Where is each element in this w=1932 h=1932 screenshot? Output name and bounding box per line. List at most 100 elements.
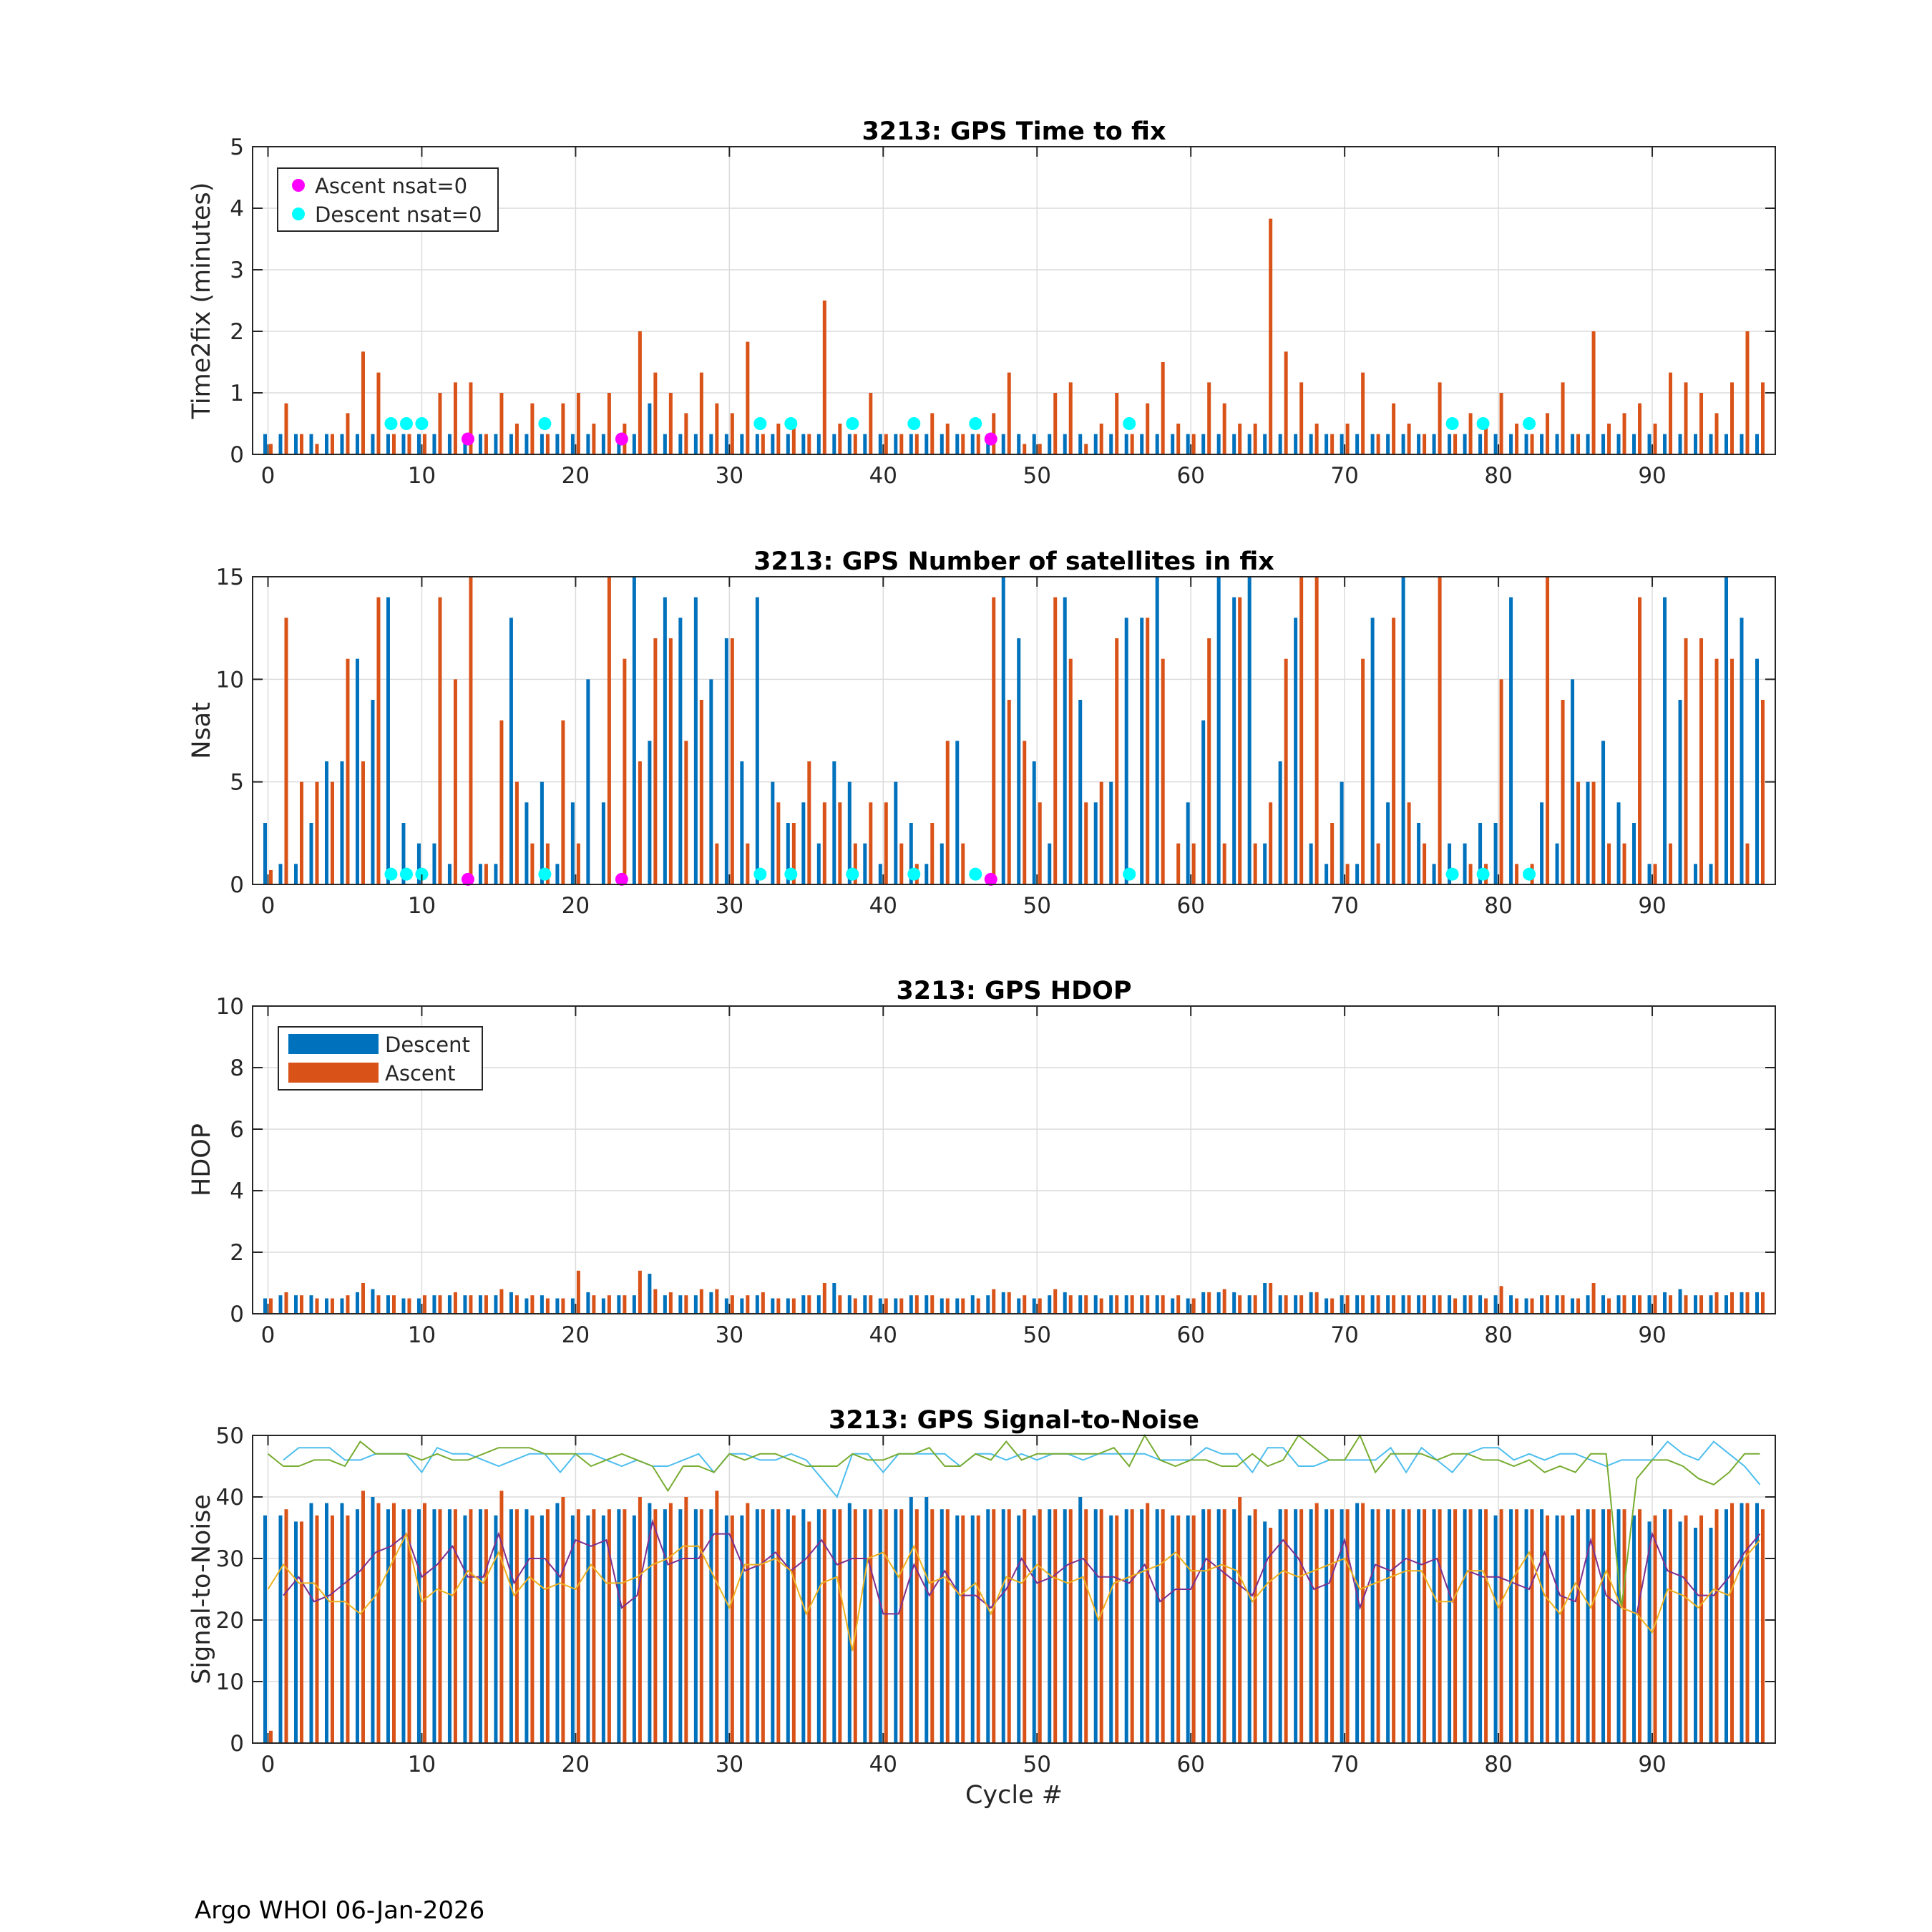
ascent-bar — [976, 1515, 980, 1743]
ascent-bar — [1622, 1295, 1626, 1314]
descent-bar — [1724, 1509, 1729, 1743]
legend: Ascent nsat=0 Descent nsat=0 — [277, 167, 499, 232]
ascent-bar — [746, 1503, 750, 1743]
ascent-bar — [807, 1521, 811, 1743]
descent-bar — [1386, 1295, 1390, 1314]
ascent-bar — [453, 679, 457, 884]
ascent-bar — [945, 741, 950, 884]
ascent-bar — [699, 700, 703, 884]
ascent-bar — [1253, 1295, 1257, 1314]
descent-bar — [355, 658, 359, 884]
descent-bar — [1017, 1515, 1021, 1743]
descent-bar — [570, 802, 575, 884]
descent-bar — [663, 434, 667, 454]
descent-bar — [678, 434, 683, 454]
descent-bar — [816, 1295, 821, 1314]
descent-bar — [786, 434, 790, 454]
ascent-bar — [1191, 434, 1196, 454]
chart-title: 3213: GPS Time to fix — [862, 117, 1166, 146]
ascent-bar — [1669, 843, 1673, 884]
descent-bar — [1586, 1295, 1590, 1314]
descent-bar — [617, 1295, 621, 1314]
descent-bar — [1370, 434, 1375, 454]
descent-nsat0-marker — [907, 417, 921, 430]
ascent-bar — [1176, 1515, 1181, 1743]
descent-bar — [525, 434, 529, 454]
ascent-bar — [884, 1509, 888, 1743]
ascent-bar — [1161, 1295, 1165, 1314]
ascent-bar — [1745, 1503, 1750, 1743]
descent-bar — [1509, 434, 1513, 454]
ascent-bar — [1161, 362, 1165, 454]
x-tick-label: 10 — [408, 463, 436, 489]
ascent-bar — [1438, 577, 1442, 884]
descent-nsat0-marker — [415, 417, 429, 430]
descent-bar — [540, 1295, 544, 1314]
descent-bar — [324, 761, 328, 884]
descent-bar — [1571, 434, 1575, 454]
descent-bar — [570, 1515, 575, 1743]
descent-bar — [1493, 823, 1498, 884]
x-tick-label: 70 — [1330, 893, 1358, 919]
x-tick-label: 30 — [716, 893, 743, 919]
descent-bar — [340, 1503, 344, 1743]
descent-bar — [1616, 1295, 1621, 1314]
descent-bar — [478, 434, 482, 454]
ascent-bar — [1068, 1295, 1073, 1314]
descent-bar — [1186, 802, 1190, 884]
descent-bar — [1571, 679, 1575, 884]
ascent-bar — [992, 597, 996, 884]
descent-bar — [293, 1521, 298, 1743]
ascent-bar — [684, 1295, 688, 1314]
ascent-nsat0-marker — [461, 432, 474, 446]
ascent-bar — [699, 372, 703, 454]
ascent-bar — [1730, 382, 1735, 454]
descent-bar — [324, 434, 328, 454]
ascent-bar — [853, 1298, 857, 1314]
ascent-bar — [1622, 413, 1626, 454]
descent-bar — [1001, 1509, 1005, 1743]
descent-bar — [1555, 1515, 1559, 1743]
descent-bar — [586, 434, 590, 454]
descent-bar — [1109, 781, 1113, 884]
ascent-bar — [422, 1503, 426, 1743]
y-tick-label: 0 — [230, 1731, 244, 1757]
descent-bar — [1186, 434, 1190, 454]
descent-bar — [509, 1509, 513, 1743]
descent-bar — [832, 761, 836, 884]
descent-nsat0-marker — [969, 867, 982, 881]
ascent-bar — [1115, 393, 1119, 454]
descent-bar — [1216, 1292, 1221, 1314]
ascent-bar — [1730, 658, 1735, 884]
ascent-bar — [1099, 1298, 1103, 1314]
y-tick-label: 10 — [216, 994, 244, 1020]
descent-bar — [1632, 1295, 1636, 1314]
descent-bar — [1709, 864, 1713, 884]
descent-bar — [1448, 1295, 1452, 1314]
descent-bar — [1417, 823, 1421, 884]
ascent-bar — [299, 434, 303, 454]
descent-bar — [816, 1509, 821, 1743]
descent-bar — [401, 1509, 406, 1743]
ascent-bar — [746, 1295, 750, 1314]
descent-bar — [924, 1295, 929, 1314]
ascent-bar — [992, 1289, 996, 1314]
ascent-bar — [1299, 1295, 1304, 1314]
descent-bar — [1093, 434, 1098, 454]
ascent-bar — [1699, 393, 1704, 454]
descent-bar — [432, 1295, 436, 1314]
y-tick-label: 10 — [216, 1669, 244, 1695]
ascent-bar — [1238, 1497, 1242, 1743]
descent-bar — [1709, 1528, 1713, 1743]
descent-bar — [1247, 434, 1252, 454]
ascent-bar — [346, 413, 350, 454]
ascent-bar — [1007, 1509, 1011, 1743]
plot-area — [253, 1006, 1775, 1314]
ascent-bar — [576, 1270, 580, 1314]
descent-bar — [1571, 1298, 1575, 1314]
ascent-bar — [1207, 638, 1211, 884]
descent-bar — [1155, 1295, 1159, 1314]
ascent-bar — [530, 843, 535, 884]
ascent-bar — [1561, 1295, 1565, 1314]
descent-bar — [648, 1274, 652, 1314]
